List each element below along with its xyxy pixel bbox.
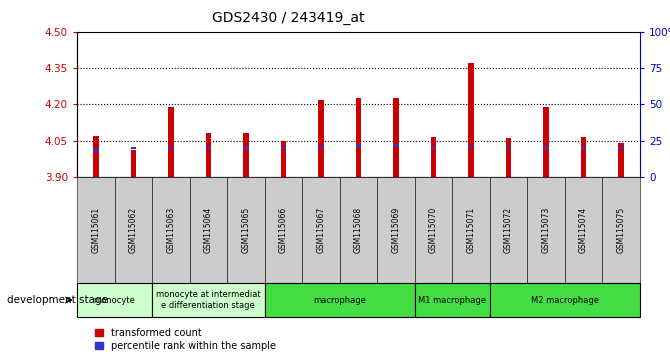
Text: GSM115075: GSM115075 bbox=[616, 207, 626, 253]
Bar bbox=[468, 63, 474, 177]
Text: GSM115074: GSM115074 bbox=[579, 207, 588, 253]
Bar bbox=[393, 144, 399, 147]
Legend: transformed count, percentile rank within the sample: transformed count, percentile rank withi… bbox=[95, 328, 276, 351]
Bar bbox=[393, 98, 399, 177]
Text: monocyte at intermediat
e differentiation stage: monocyte at intermediat e differentiatio… bbox=[156, 290, 261, 310]
Bar bbox=[581, 147, 586, 149]
Text: GSM115062: GSM115062 bbox=[129, 207, 138, 253]
Bar bbox=[318, 145, 324, 148]
Text: GSM115063: GSM115063 bbox=[166, 207, 176, 253]
Text: development stage: development stage bbox=[7, 295, 108, 305]
Bar bbox=[281, 147, 286, 149]
Bar bbox=[243, 147, 249, 149]
Bar bbox=[581, 137, 586, 177]
Text: GSM115073: GSM115073 bbox=[541, 207, 551, 253]
Bar bbox=[206, 147, 211, 149]
Bar bbox=[318, 99, 324, 177]
Bar bbox=[168, 147, 174, 149]
Bar bbox=[93, 149, 98, 152]
Text: monocyte: monocyte bbox=[94, 296, 135, 304]
Bar bbox=[356, 98, 361, 177]
Bar bbox=[243, 133, 249, 177]
Bar bbox=[543, 147, 549, 149]
Text: M1 macrophage: M1 macrophage bbox=[418, 296, 486, 304]
Text: GSM115072: GSM115072 bbox=[504, 207, 513, 253]
Text: GSM115069: GSM115069 bbox=[391, 207, 401, 253]
Text: GSM115070: GSM115070 bbox=[429, 207, 438, 253]
Bar bbox=[206, 133, 211, 177]
Bar bbox=[356, 144, 361, 147]
Bar bbox=[431, 147, 436, 149]
Bar bbox=[281, 141, 286, 177]
Text: GSM115065: GSM115065 bbox=[241, 207, 251, 253]
Bar bbox=[131, 150, 136, 177]
Text: M2 macrophage: M2 macrophage bbox=[531, 296, 599, 304]
Bar bbox=[131, 147, 136, 149]
Bar bbox=[543, 107, 549, 177]
Text: GDS2430 / 243419_at: GDS2430 / 243419_at bbox=[212, 11, 364, 25]
Bar bbox=[506, 145, 511, 148]
Bar bbox=[93, 136, 98, 177]
Text: GSM115064: GSM115064 bbox=[204, 207, 213, 253]
Text: macrophage: macrophage bbox=[314, 296, 366, 304]
Text: GSM115061: GSM115061 bbox=[91, 207, 100, 253]
Text: GSM115068: GSM115068 bbox=[354, 207, 363, 253]
Text: GSM115067: GSM115067 bbox=[316, 207, 326, 253]
Text: GSM115071: GSM115071 bbox=[466, 207, 476, 253]
Bar bbox=[431, 137, 436, 177]
Bar bbox=[506, 138, 511, 177]
Bar bbox=[618, 147, 624, 149]
Bar bbox=[618, 143, 624, 177]
Text: GSM115066: GSM115066 bbox=[279, 207, 288, 253]
Bar bbox=[168, 107, 174, 177]
Bar bbox=[468, 145, 474, 148]
